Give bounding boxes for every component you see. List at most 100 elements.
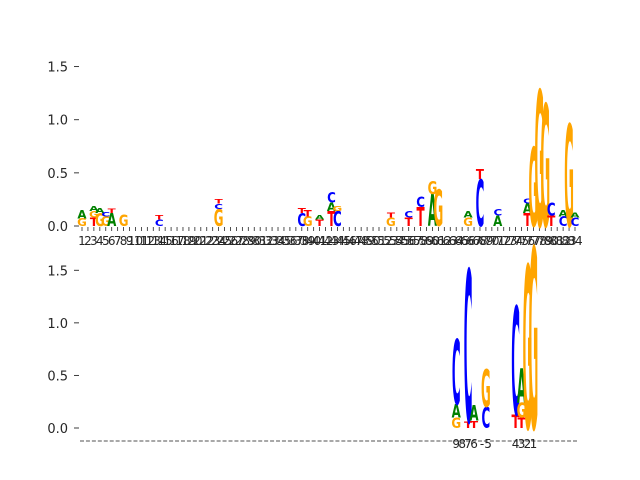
x-tick-label: 33 — [264, 234, 279, 248]
logo-letter-glyph: G — [523, 222, 533, 480]
x-tick-label: 3 — [90, 234, 98, 248]
y-tick-label: 0.0 — [47, 422, 68, 437]
logo-letter-G: G — [564, 98, 574, 260]
logo-letter-A: A — [77, 208, 87, 222]
logo-letter-glyph: G — [534, 54, 544, 271]
logo-letter-glyph: A — [570, 212, 580, 220]
x-tick-label: 63 — [443, 234, 458, 248]
x-tick-label: 68 — [472, 234, 487, 248]
x-tick-label: 45 — [336, 234, 351, 248]
logo-letter-glyph: G — [529, 199, 539, 480]
x-tick-label: 57 — [407, 234, 422, 248]
x-tick-label: 82 — [555, 234, 570, 248]
logo-letter-glyph: T — [316, 218, 325, 228]
logo-letter-glyph: T — [464, 421, 473, 431]
x-tick-label: 81 — [550, 234, 565, 248]
logo-letter-A: A — [89, 205, 99, 213]
logo-letter-G: G — [529, 128, 539, 253]
logo-letter-glyph: C — [101, 211, 110, 218]
logo-letter-glyph: C — [452, 323, 461, 427]
logo-letter-C: C — [214, 203, 223, 211]
x-tick-label: 2 — [524, 437, 532, 451]
logo-letter-A: A — [107, 210, 117, 231]
logo-letter-glyph: G — [428, 178, 438, 199]
logo-letter-C: C — [482, 403, 491, 436]
logo-letter-glyph: T — [155, 215, 164, 222]
logo-letter-glyph: G — [101, 213, 111, 229]
logo-letter-A: A — [428, 185, 437, 237]
x-tick-label: 6 — [470, 437, 478, 451]
x-tick-label: 69 — [478, 234, 493, 248]
logo-letter-glyph: T — [304, 209, 313, 219]
x-tick-label: 17 — [169, 234, 184, 248]
logo-letter-G: G — [451, 416, 461, 432]
logo-letter-glyph: C — [155, 218, 164, 228]
logo-letter-A: A — [463, 210, 472, 220]
x-tick-label: 11 — [134, 234, 149, 248]
x-tick-label: 23 — [205, 234, 220, 248]
x-tick-label: 76 — [520, 234, 535, 248]
logo-letter-glyph: C — [327, 191, 336, 207]
logo-letter-T: T — [517, 416, 525, 432]
y-tick-label: 0.5 — [47, 167, 68, 182]
x-tick-label: 3 — [518, 437, 526, 451]
x-tick-label: 67 — [466, 234, 481, 248]
logo-letter-glyph: A — [463, 210, 472, 220]
x-tick-label: 8 — [120, 234, 128, 248]
x-tick-label: 46 — [342, 234, 357, 248]
x-tick-label: 74 — [508, 234, 523, 248]
x-tick-label: 14 — [152, 234, 167, 248]
x-tick-label: 59 — [419, 234, 434, 248]
x-tick-label: 84 — [567, 234, 582, 248]
logo-letter-glyph: T — [476, 167, 485, 183]
x-tick-label: -5 — [480, 437, 492, 451]
logo-letter-G: G — [463, 215, 473, 229]
x-tick-label: 60 — [425, 234, 440, 248]
logo-letter-G: G — [481, 359, 491, 420]
logo-letter-glyph: C — [464, 228, 473, 471]
logo-letter-A: A — [95, 207, 105, 215]
logo-letter-A: A — [523, 201, 532, 217]
logo-letter-glyph: C — [523, 198, 532, 206]
x-tick-label: 4 — [512, 437, 520, 451]
logo-letter-glyph: T — [405, 215, 413, 229]
logo-letter-A: A — [452, 400, 462, 423]
logo-letter-glyph: C — [333, 208, 342, 231]
x-tick-label: 12 — [140, 234, 155, 248]
logo-letter-glyph: G — [529, 128, 539, 253]
logo-letter-G: G — [77, 217, 87, 229]
logo-letter-T: T — [327, 208, 336, 231]
logo-letter-C: C — [333, 208, 342, 231]
logo-letter-glyph: T — [327, 208, 336, 231]
logo-letter-A: A — [327, 200, 337, 214]
x-tick-label: 41 — [312, 234, 327, 248]
y-tick-label: 0.5 — [47, 369, 68, 384]
logo-letter-T: T — [155, 215, 164, 222]
logo-letter-G: G — [523, 222, 533, 480]
x-tick-label: 15 — [158, 234, 173, 248]
logo-letter-glyph: A — [77, 208, 87, 222]
logo-letter-glyph: G — [564, 98, 574, 260]
logo-letter-glyph: A — [315, 215, 325, 222]
logo-letter-A: A — [469, 402, 479, 427]
logo-letter-glyph: T — [387, 212, 395, 220]
x-tick-label: 39 — [300, 234, 315, 248]
x-tick-label: 20 — [187, 234, 202, 248]
logo-letter-A: A — [570, 212, 580, 220]
logo-letter-A: A — [315, 215, 325, 222]
logo-letter-glyph: T — [298, 207, 306, 215]
logo-letter-T: T — [108, 208, 117, 215]
logo-letter-glyph: C — [493, 208, 502, 218]
logo-letter-G: G — [333, 205, 343, 213]
logo-letter-T: T — [316, 218, 325, 228]
x-tick-label: 53 — [383, 234, 398, 248]
x-tick-label: 1 — [78, 234, 86, 248]
logo-letter-glyph: T — [517, 416, 525, 432]
logo-letter-glyph: G — [517, 399, 527, 422]
logo-letter-glyph: G — [303, 213, 313, 229]
logo-letter-C: C — [464, 228, 473, 471]
logo-letter-T: T — [304, 209, 313, 219]
x-tick-label: 75 — [514, 234, 529, 248]
x-tick-label: 27 — [229, 234, 244, 248]
